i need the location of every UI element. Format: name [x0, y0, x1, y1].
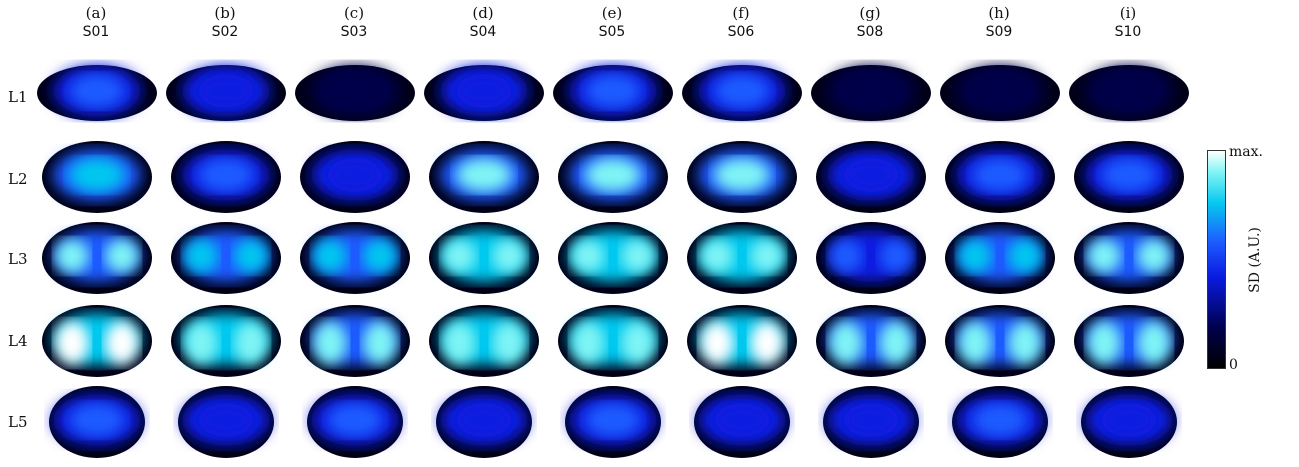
cord-map: [681, 220, 803, 296]
panel-label: (i): [1119, 4, 1137, 22]
subject-label: S04: [469, 24, 497, 40]
cord-map: [1068, 139, 1190, 215]
panel-label: (a): [85, 4, 107, 22]
cord-map: [552, 220, 674, 296]
panel-label: (f): [732, 4, 750, 22]
cord-map: [1068, 220, 1190, 296]
cord-map: [681, 139, 803, 215]
column-header: (h) S09: [936, 4, 1062, 42]
colorbar-min-label: 0: [1229, 357, 1238, 373]
column-header: (a) S01: [33, 4, 159, 42]
subject-label: S01: [82, 24, 110, 40]
cord-map: [552, 139, 674, 215]
cord-map: [810, 384, 932, 460]
subject-label: S03: [340, 24, 368, 40]
cord-map: [165, 220, 287, 296]
column-header: (b) S02: [162, 4, 288, 42]
panel-label: (g): [859, 4, 881, 22]
cord-map: [552, 303, 674, 379]
panel-label: (e): [601, 4, 623, 22]
panel-label: (d): [472, 4, 494, 22]
column-header: (c) S03: [291, 4, 417, 42]
row-label: L4: [8, 332, 28, 350]
subject-label: S08: [856, 24, 884, 40]
cord-map: [810, 55, 932, 131]
cord-map: [36, 55, 158, 131]
subject-label: S02: [211, 24, 239, 40]
cord-map: [681, 384, 803, 460]
cord-map: [423, 220, 545, 296]
cord-map: [165, 384, 287, 460]
cord-map: [552, 384, 674, 460]
cord-map: [1068, 384, 1190, 460]
cord-map: [810, 303, 932, 379]
cord-map: [1068, 303, 1190, 379]
panel-label: (h): [988, 4, 1010, 22]
cord-map: [1068, 55, 1190, 131]
row-label: L5: [8, 413, 28, 431]
cord-map: [36, 384, 158, 460]
cord-map: [810, 139, 932, 215]
cord-map: [294, 139, 416, 215]
cord-map: [681, 303, 803, 379]
cord-map: [939, 55, 1061, 131]
cord-map: [36, 220, 158, 296]
cord-map: [939, 303, 1061, 379]
cord-map: [423, 303, 545, 379]
cord-map: [939, 139, 1061, 215]
column-header: (i) S10: [1065, 4, 1191, 42]
column-header: (d) S04: [420, 4, 546, 42]
colorbar-max-label: max.: [1229, 144, 1263, 160]
row-label: L3: [8, 250, 28, 268]
column-header: (f) S06: [678, 4, 804, 42]
cord-map: [36, 303, 158, 379]
cord-map: [294, 303, 416, 379]
cord-map: [294, 220, 416, 296]
subject-label: S06: [727, 24, 755, 40]
colorbar-title: SD (A.U.): [1247, 227, 1263, 293]
row-label: L1: [8, 88, 28, 106]
column-header: (g) S08: [807, 4, 933, 42]
cord-map: [423, 384, 545, 460]
cord-map: [165, 55, 287, 131]
subject-label: S09: [985, 24, 1013, 40]
subject-label: S05: [598, 24, 626, 40]
cord-map: [810, 220, 932, 296]
cord-map: [681, 55, 803, 131]
cord-map: [939, 384, 1061, 460]
colorbar: [1207, 150, 1226, 369]
cord-map: [939, 220, 1061, 296]
cord-map: [165, 303, 287, 379]
panel-label: (c): [343, 4, 365, 22]
row-label: L2: [8, 170, 28, 188]
cord-map: [294, 55, 416, 131]
cord-map: [423, 139, 545, 215]
subject-label: S10: [1114, 24, 1142, 40]
cord-map: [36, 139, 158, 215]
cord-map: [423, 55, 545, 131]
cord-map: [165, 139, 287, 215]
panel-label: (b): [214, 4, 236, 22]
cord-map: [294, 384, 416, 460]
column-header: (e) S05: [549, 4, 675, 42]
cord-map: [552, 55, 674, 131]
